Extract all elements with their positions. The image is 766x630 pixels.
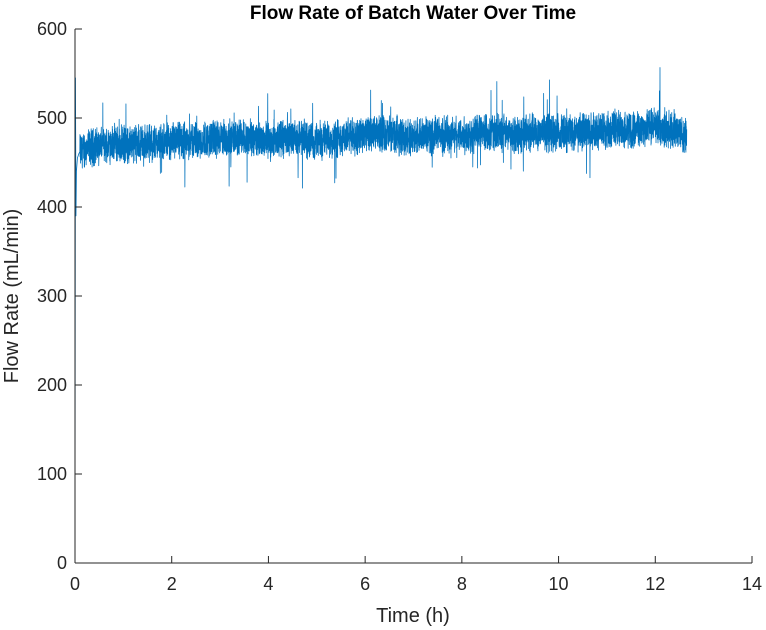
x-tick-label: 4 <box>263 574 273 594</box>
x-tick-label: 8 <box>457 574 467 594</box>
x-tick-label: 14 <box>742 574 762 594</box>
y-tick-label: 300 <box>37 286 67 306</box>
y-tick-label: 0 <box>57 553 67 573</box>
x-tick-label: 10 <box>549 574 569 594</box>
y-tick-label: 600 <box>37 19 67 39</box>
axes: 0 2 4 6 8 10 12 14 0 100 200 300 400 500 600 <box>37 19 762 594</box>
y-axis-label: Flow Rate (mL/min) <box>1 209 23 383</box>
plot-area <box>74 67 688 564</box>
x-tick-label: 0 <box>70 574 80 594</box>
x-tick-label: 2 <box>167 574 177 594</box>
x-tick-label: 12 <box>645 574 665 594</box>
y-tick-label: 500 <box>37 108 67 128</box>
x-axis-label: Time (h) <box>376 605 450 627</box>
series-line-0 <box>74 67 688 564</box>
x-tick-label: 6 <box>360 574 370 594</box>
y-tick-label: 400 <box>37 197 67 217</box>
chart-title: Flow Rate of Batch Water Over Time <box>250 3 576 24</box>
y-tick-label: 100 <box>37 464 67 484</box>
y-tick-label: 200 <box>37 375 67 395</box>
